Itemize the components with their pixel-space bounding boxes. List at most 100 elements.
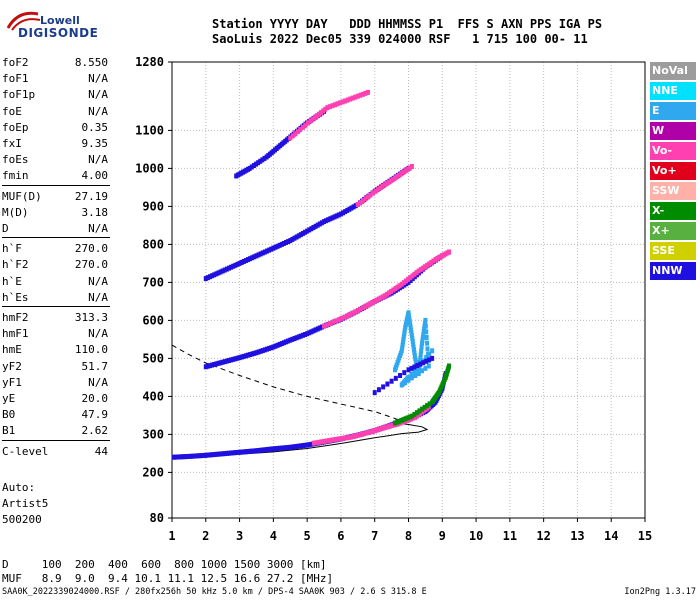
echo-point	[279, 241, 284, 247]
param-label: foE	[2, 104, 22, 118]
echo-point	[319, 324, 324, 330]
echo-point	[410, 338, 415, 344]
echo-point	[300, 230, 305, 236]
echo-point	[316, 439, 321, 445]
echo-point	[420, 265, 425, 271]
echo-point	[233, 262, 238, 268]
echo-point	[218, 451, 223, 457]
echo-point	[392, 420, 397, 426]
echo-point	[425, 346, 430, 352]
echo-point	[294, 234, 299, 240]
echo-point	[222, 451, 227, 457]
echo-point	[246, 449, 251, 454]
echo-point	[407, 165, 412, 171]
echo-point	[296, 443, 301, 449]
echo-point	[203, 276, 208, 282]
echo-point	[340, 99, 345, 105]
param-row: foF2 8.550	[2, 56, 108, 71]
echo-point	[382, 293, 387, 299]
echo-point	[216, 451, 221, 457]
echo-point	[277, 242, 282, 248]
param-row: hmF1 N/A	[2, 327, 108, 342]
echo-point	[267, 345, 272, 351]
echo-point	[417, 408, 422, 414]
param-row: h`E N/A	[2, 275, 108, 290]
echo-point	[212, 272, 217, 278]
echo-point	[390, 176, 395, 182]
echo-point	[368, 192, 373, 198]
y-tick-label: 400	[142, 389, 164, 403]
echo-point	[279, 445, 284, 451]
echo-point	[384, 181, 389, 187]
param-label: fxI	[2, 137, 22, 150]
echo-point	[288, 238, 293, 244]
param-value: 51.7	[81, 359, 109, 373]
echo-point	[353, 203, 358, 209]
echo-point	[330, 103, 335, 109]
echo-point	[401, 280, 406, 286]
echo-point	[252, 254, 257, 260]
echo-point	[258, 348, 263, 354]
echo-point	[293, 131, 298, 137]
echo-point	[378, 295, 383, 301]
param-label: foEp	[2, 120, 29, 134]
y-tick-label: 500	[142, 351, 164, 365]
legend-item-ssw: SSW	[650, 182, 696, 200]
echo-point	[431, 258, 436, 264]
echo-point	[319, 110, 324, 116]
echo-point	[317, 221, 322, 227]
echo-point	[298, 333, 303, 339]
echo-point	[265, 447, 270, 453]
echo-point	[308, 118, 313, 124]
echo-point	[423, 323, 428, 329]
x-tick-label: 14	[604, 529, 618, 543]
param-row: C-level 44	[2, 445, 108, 460]
param-separator	[2, 439, 110, 441]
legend-item-sse: SSE	[650, 242, 696, 260]
echo-point	[338, 100, 343, 106]
echo-point	[243, 449, 248, 455]
param-label: D	[2, 222, 9, 235]
echo-point	[332, 214, 337, 220]
echo-point	[322, 438, 327, 444]
echo-point	[395, 284, 400, 290]
echo-point	[281, 340, 286, 346]
echo-point	[262, 447, 267, 453]
echo-point	[380, 183, 385, 189]
echo-point	[216, 360, 221, 366]
echo-point	[423, 365, 428, 371]
echo-point	[350, 95, 355, 101]
echo-point	[360, 198, 365, 204]
echo-point	[412, 411, 417, 417]
echo-point	[267, 247, 272, 253]
echo-point	[294, 335, 299, 341]
echo-point	[414, 270, 419, 276]
echo-point	[307, 330, 312, 336]
y-tick-label: 700	[142, 275, 164, 289]
echo-point	[447, 249, 452, 255]
echo-point	[208, 363, 213, 369]
echo-point	[401, 336, 406, 342]
echo-point	[313, 223, 318, 229]
param-row: h`F2 270.0	[2, 258, 108, 273]
echo-point	[203, 364, 208, 370]
echo-point	[408, 275, 413, 281]
x-tick-label: 7	[371, 529, 378, 543]
legend-item-vo: Vo+	[650, 162, 696, 180]
echo-point	[224, 450, 229, 456]
param-separator	[2, 237, 110, 239]
echo-point	[258, 251, 263, 257]
echo-point	[403, 416, 408, 422]
param-row: h`Es N/A	[2, 291, 108, 306]
echo-point	[363, 90, 368, 96]
echo-point	[415, 363, 420, 369]
echo-point	[205, 275, 210, 281]
echo-point	[210, 452, 215, 458]
echo-point	[258, 158, 263, 164]
echo-point	[408, 324, 413, 330]
echo-point	[307, 442, 312, 448]
station-header: Station YYYY DAY DDD HHMMSS P1 FFS S AXN…	[212, 17, 602, 47]
y-tick-label: 80	[150, 511, 164, 525]
param-value: N/A	[88, 222, 108, 235]
echo-point	[422, 326, 427, 332]
